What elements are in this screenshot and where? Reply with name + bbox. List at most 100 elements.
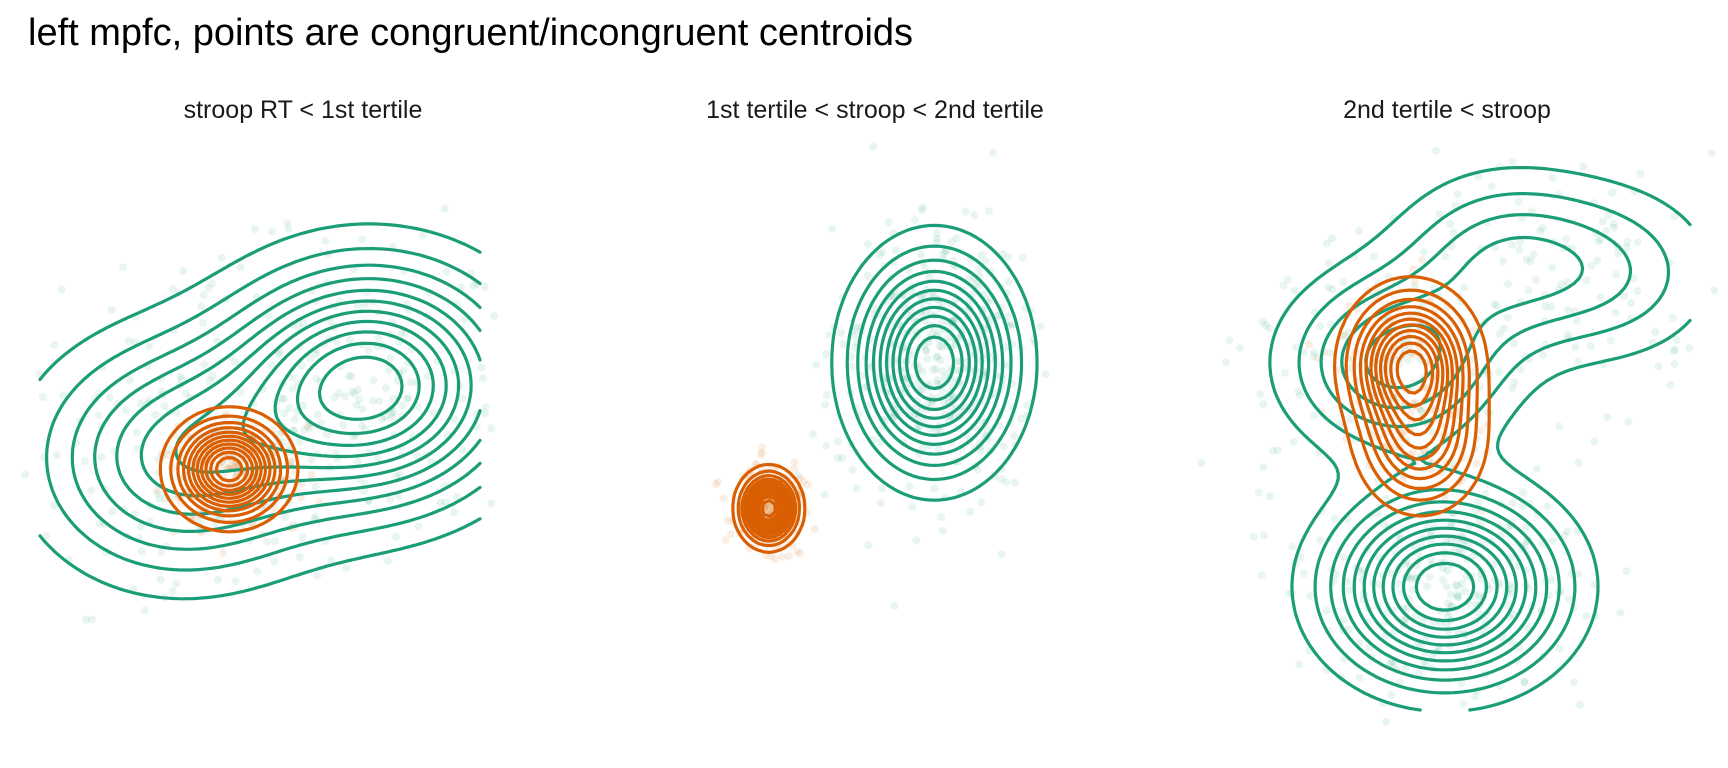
congruent-point xyxy=(378,415,387,424)
congruent-point xyxy=(908,502,917,511)
congruent-point xyxy=(1036,322,1045,331)
congruent-point xyxy=(1426,555,1435,564)
congruent-point xyxy=(345,336,354,344)
congruent-point xyxy=(952,234,961,242)
panel-3 xyxy=(1197,146,1719,726)
congruent-point xyxy=(1548,536,1557,545)
congruent-point xyxy=(1565,595,1574,603)
congruent-point xyxy=(937,342,946,351)
congruent-point xyxy=(1555,422,1564,431)
congruent-point xyxy=(1428,428,1436,437)
congruent-point xyxy=(1453,190,1462,199)
congruent-point xyxy=(808,430,817,439)
congruent-point xyxy=(1017,414,1026,423)
congruent-point xyxy=(375,397,384,406)
incongruent-point xyxy=(219,549,228,558)
congruent-point xyxy=(1499,257,1508,266)
congruent-point xyxy=(1555,644,1564,653)
congruent-point xyxy=(1261,321,1270,329)
congruent-point xyxy=(925,272,934,281)
congruent-point xyxy=(997,550,1006,559)
congruent-point xyxy=(1316,535,1325,544)
congruent-point xyxy=(1490,300,1499,309)
incongruent-density-contour xyxy=(743,477,795,540)
congruent-point xyxy=(381,383,390,392)
congruent-point xyxy=(1339,278,1348,286)
congruent-point xyxy=(342,563,351,572)
congruent-point xyxy=(1495,367,1503,376)
congruent-point xyxy=(172,579,181,588)
congruent-point xyxy=(151,410,160,419)
congruent-point xyxy=(1258,317,1267,326)
congruent-point xyxy=(1446,220,1455,228)
congruent-density-contour xyxy=(856,258,1013,467)
congruent-point xyxy=(1292,343,1301,352)
congruent-point xyxy=(975,265,984,273)
congruent-point xyxy=(200,360,209,369)
congruent-point xyxy=(1296,391,1304,400)
congruent-point xyxy=(136,399,145,408)
congruent-point xyxy=(837,328,845,337)
congruent-point xyxy=(1458,579,1466,588)
congruent-point xyxy=(1387,691,1396,699)
congruent-density-contour xyxy=(913,335,956,391)
congruent-point xyxy=(94,411,103,420)
congruent-point xyxy=(487,424,496,433)
congruent-point xyxy=(1264,324,1273,333)
congruent-point xyxy=(305,424,314,433)
congruent-point xyxy=(1623,238,1632,246)
congruent-point xyxy=(295,553,304,561)
congruent-point xyxy=(822,391,831,400)
congruent-point xyxy=(353,457,362,466)
congruent-point xyxy=(418,231,427,240)
congruent-point xyxy=(1257,571,1266,580)
incongruent-density-contour xyxy=(1383,334,1440,422)
congruent-point xyxy=(155,494,164,503)
incongruent-density-contour xyxy=(209,450,250,488)
congruent-point xyxy=(937,513,946,522)
congruent-point xyxy=(321,236,330,245)
incongruent-point xyxy=(713,478,722,487)
congruent-point xyxy=(1023,401,1032,410)
congruent-point xyxy=(1548,263,1557,272)
incongruent-point xyxy=(190,514,199,523)
congruent-point xyxy=(179,266,188,275)
congruent-point xyxy=(847,352,856,361)
congruent-point xyxy=(1608,188,1617,197)
congruent-point xyxy=(1273,446,1282,455)
congruent-point xyxy=(1279,281,1288,290)
congruent-point xyxy=(1564,306,1573,315)
congruent-point xyxy=(386,495,395,504)
incongruent-point xyxy=(799,477,808,486)
congruent-point xyxy=(935,342,944,351)
congruent-point xyxy=(932,229,941,237)
congruent-point xyxy=(285,404,294,412)
congruent-point xyxy=(1474,172,1483,181)
congruent-point xyxy=(1418,616,1427,625)
congruent-point xyxy=(916,250,925,259)
congruent-point xyxy=(316,418,325,427)
congruent-density-contour xyxy=(1414,561,1476,612)
congruent-point xyxy=(374,333,383,342)
congruent-point xyxy=(288,384,297,393)
congruent-point xyxy=(812,360,821,369)
congruent-point xyxy=(935,328,944,337)
congruent-point xyxy=(822,441,831,450)
congruent-point xyxy=(402,394,411,403)
incongruent-density-contour xyxy=(191,434,268,504)
congruent-point xyxy=(57,285,66,294)
congruent-point xyxy=(1527,207,1536,216)
congruent-point xyxy=(1330,514,1339,523)
congruent-point xyxy=(999,442,1008,451)
congruent-density-contour xyxy=(845,244,1024,482)
congruent-point xyxy=(1010,432,1019,441)
incongruent-density-contour xyxy=(1364,311,1460,471)
congruent-point xyxy=(80,457,89,465)
congruent-point xyxy=(1289,438,1298,447)
congruent-density-contour xyxy=(1372,526,1518,647)
congruent-point xyxy=(932,353,941,362)
congruent-point xyxy=(1419,248,1428,257)
congruent-point xyxy=(1324,283,1333,292)
congruent-point xyxy=(1415,669,1424,678)
congruent-point xyxy=(1452,580,1460,589)
